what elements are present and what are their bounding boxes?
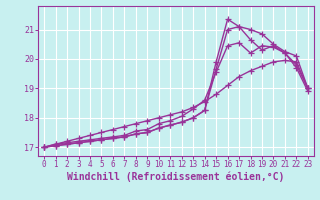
X-axis label: Windchill (Refroidissement éolien,°C): Windchill (Refroidissement éolien,°C) bbox=[67, 172, 285, 182]
